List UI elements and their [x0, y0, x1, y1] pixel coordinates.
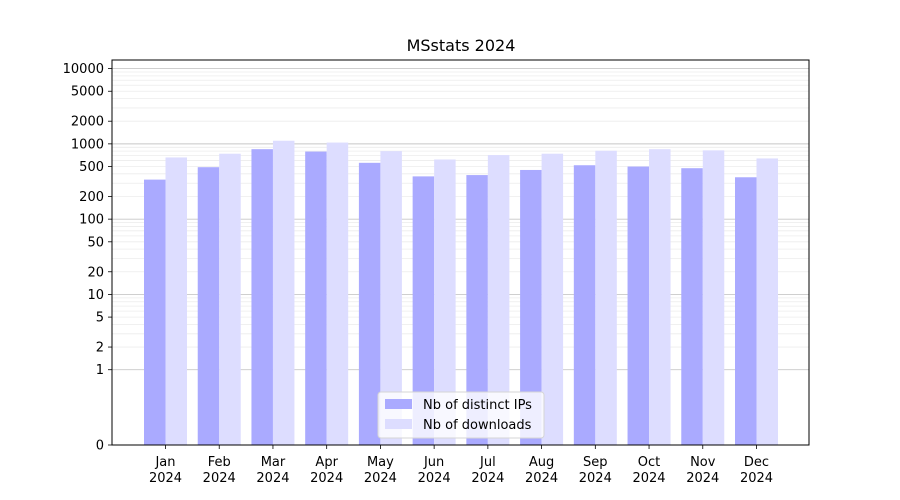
- x-tick-label-month: Aug: [529, 455, 554, 470]
- legend-swatch: [385, 399, 412, 409]
- x-tick-label-year: 2024: [310, 471, 343, 486]
- bar-mar-ips: [251, 149, 273, 445]
- x-tick-label-month: Dec: [744, 455, 769, 470]
- y-tick-label: 2: [96, 341, 104, 356]
- bar-sep-ips: [573, 165, 596, 445]
- x-tick-label-year: 2024: [149, 471, 182, 486]
- x-tick-label-year: 2024: [525, 471, 558, 486]
- chart-title: MSstats 2024: [407, 36, 516, 55]
- bar-dec-downloads: [756, 158, 778, 445]
- x-tick-label-month: Apr: [315, 455, 338, 470]
- y-tick-label: 20: [87, 265, 104, 280]
- bar-oct-downloads: [649, 149, 671, 445]
- y-tick-label: 100: [79, 213, 104, 228]
- bar-jul-downloads: [487, 155, 510, 446]
- x-tick-label-month: Feb: [208, 455, 231, 470]
- y-tick-label: 10: [87, 288, 104, 303]
- x-tick-label-year: 2024: [471, 471, 504, 486]
- bar-sep-downloads: [595, 150, 617, 445]
- x-tick-label-month: Jul: [479, 455, 496, 470]
- bar-apr-ips: [305, 151, 327, 446]
- bar-nov-ips: [681, 168, 703, 445]
- y-tick-label: 500: [79, 160, 104, 175]
- legend: Nb of distinct IPs Nb of downloads: [377, 391, 545, 439]
- bar-apr-downloads: [326, 142, 349, 445]
- plot-frame: [111, 59, 810, 446]
- bar-dec-ips: [735, 177, 757, 446]
- x-tick-label-year: 2024: [256, 471, 289, 486]
- y-tick-label: 200: [79, 190, 104, 205]
- x-tick-label-year: 2024: [418, 471, 451, 486]
- y-tick-label: 50: [87, 235, 104, 250]
- y-tick-label: 1000: [71, 137, 104, 152]
- legend-label: Nb of distinct IPs: [423, 398, 532, 413]
- x-tick-label-year: 2024: [579, 471, 612, 486]
- y-tick-label: 0: [96, 439, 104, 454]
- x-tick-label-month: Oct: [638, 455, 660, 470]
- y-tick-label: 1: [96, 363, 104, 378]
- x-tick-label-year: 2024: [364, 471, 397, 486]
- bar-feb-ips: [197, 167, 220, 445]
- bar-jun-ips: [412, 176, 435, 445]
- bar-jan-downloads: [165, 157, 187, 445]
- x-tick-label-month: May: [367, 455, 394, 470]
- x-tick-label-month: Jun: [423, 455, 444, 470]
- legend-label: Nb of downloads: [423, 418, 532, 433]
- x-tick-label-month: Mar: [261, 455, 286, 470]
- bar-may-downloads: [380, 151, 402, 445]
- bar-aug-downloads: [541, 153, 564, 445]
- x-tick-label-year: 2024: [203, 471, 236, 486]
- bar-aug-ips: [520, 169, 542, 445]
- bar-may-ips: [358, 162, 381, 446]
- x-tick-label-year: 2024: [686, 471, 719, 486]
- x-tick-label-month: Jan: [154, 455, 175, 470]
- x-tick-label-year: 2024: [740, 471, 773, 486]
- y-tick-label: 5: [96, 311, 104, 326]
- y-tick-label: 5000: [71, 85, 104, 100]
- bars-layer: [144, 140, 778, 446]
- bar-jan-ips: [144, 179, 166, 445]
- y-tick-label: 2000: [71, 115, 104, 130]
- legend-box: [377, 391, 545, 439]
- x-tick-label-month: Sep: [583, 455, 608, 470]
- bar-feb-downloads: [219, 153, 241, 445]
- x-tick-label-month: Nov: [690, 455, 716, 470]
- bar-jul-ips: [466, 175, 488, 445]
- bar-nov-downloads: [702, 150, 725, 445]
- bar-mar-downloads: [272, 140, 295, 445]
- legend-swatch: [385, 419, 412, 429]
- axes-layer: 012510205010020050010002000500010000Jan2…: [63, 59, 810, 486]
- bar-oct-ips: [627, 166, 650, 445]
- x-tick-label-year: 2024: [632, 471, 665, 486]
- y-tick-label: 10000: [63, 62, 104, 77]
- bar-jun-downloads: [434, 159, 456, 445]
